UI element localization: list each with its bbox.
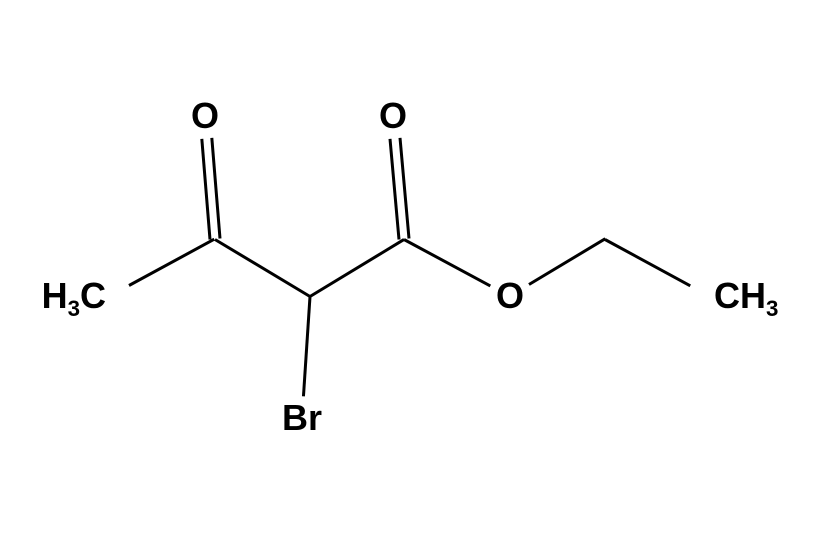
atom-label-o2_dbl: O	[191, 95, 219, 137]
bond-line	[200, 138, 211, 239]
atom-label-o4_dbl: O	[379, 95, 407, 137]
bond-line	[129, 238, 216, 287]
bond-line	[302, 296, 312, 396]
bond-line	[388, 138, 400, 239]
atom-label-ch3_left: H3C	[42, 275, 106, 317]
bond-line	[214, 238, 311, 298]
bond-line	[604, 238, 691, 287]
bond-line	[403, 238, 491, 287]
molecule-diagram: H3C O Br O O CH3	[0, 0, 834, 540]
atom-label-o_ether: O	[496, 275, 524, 317]
bond-line	[309, 238, 405, 298]
bond-line	[398, 137, 410, 238]
atom-label-ch3_right: CH3	[714, 275, 778, 317]
bond-line	[528, 238, 606, 286]
bond-line	[210, 137, 221, 238]
atom-label-br: Br	[282, 397, 322, 439]
